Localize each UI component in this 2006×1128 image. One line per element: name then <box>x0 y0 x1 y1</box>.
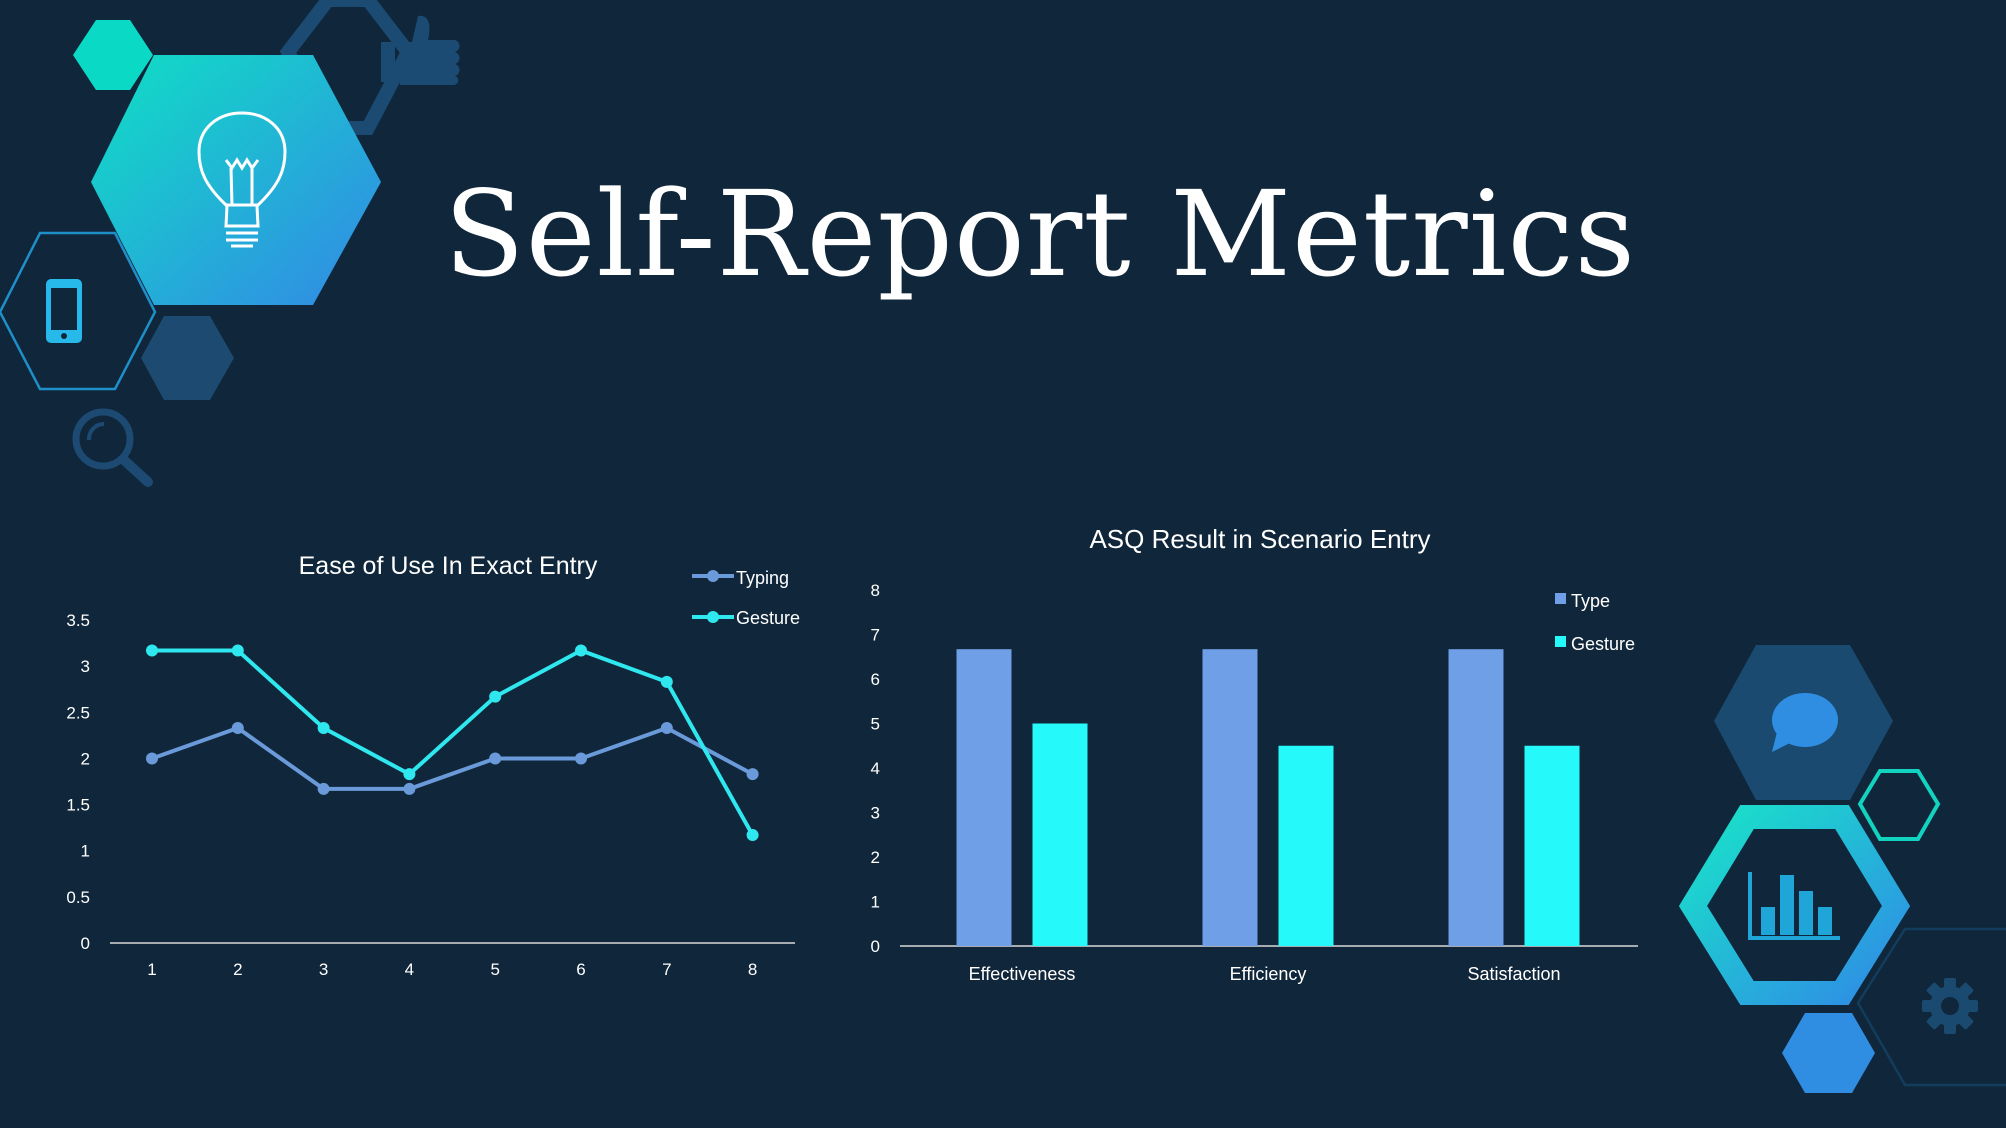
gear-icon <box>1922 978 1978 1034</box>
y-tick-label: 1.5 <box>66 796 90 815</box>
x-tick-label: 8 <box>748 960 757 979</box>
hex-small-teal <box>73 20 153 90</box>
y-tick-label: 3 <box>871 804 880 823</box>
data-point-gesture <box>146 644 158 657</box>
legend-label-typing: Typing <box>736 568 789 588</box>
x-tick-label: 6 <box>576 960 585 979</box>
x-tick-label: 1 <box>147 960 156 979</box>
data-point-gesture <box>317 722 330 735</box>
y-tick-label: 0.5 <box>66 888 90 907</box>
data-point-typing <box>403 782 416 795</box>
data-point-typing <box>146 752 158 765</box>
y-tick-label: 1 <box>81 842 90 861</box>
hex-small-blue <box>1782 1013 1875 1093</box>
data-point-gesture <box>489 690 502 703</box>
category-label: Effectiveness <box>969 964 1076 984</box>
category-labels: Effectiveness Efficiency Satisfaction <box>969 964 1561 984</box>
y-tick-label: 2 <box>871 848 880 867</box>
bar-gesture-effectiveness <box>1032 723 1088 946</box>
legend-marker-gesture <box>1555 636 1566 647</box>
data-point-gesture <box>575 644 587 657</box>
legend-label-gesture: Gesture <box>1571 634 1635 654</box>
series-line-typing <box>151 726 754 791</box>
data-point-gesture <box>660 675 673 688</box>
data-point-typing <box>317 782 330 795</box>
y-tick-label: 8 <box>871 581 880 600</box>
data-point-gesture <box>231 644 244 657</box>
bar-type-efficiency <box>1202 649 1258 946</box>
legend-marker-type <box>1555 593 1566 604</box>
bar-type-effectiveness <box>956 649 1012 946</box>
y-tick-label: 0 <box>871 937 880 956</box>
legend-dot-gesture <box>707 611 719 623</box>
bar-gesture-satisfaction <box>1524 745 1580 946</box>
x-tick-label: 7 <box>662 960 671 979</box>
legend: Type Gesture <box>1555 591 1635 654</box>
x-tick-labels: 1 2 3 4 5 6 7 8 <box>147 960 757 979</box>
data-point-typing <box>231 722 244 735</box>
chart-title: Ease of Use In Exact Entry <box>299 552 598 580</box>
thumbs-up-icon <box>381 15 460 85</box>
hex-outline-teal-small <box>1857 769 1941 841</box>
y-tick-label: 5 <box>871 715 880 734</box>
data-point-typing <box>489 752 502 765</box>
hex-outline-thin-right <box>1856 927 2006 1087</box>
hex-small-dark <box>141 316 234 400</box>
data-point-gesture <box>746 829 759 842</box>
y-tick-label: 2 <box>81 749 90 768</box>
hex-ring-gradient <box>1678 805 1911 1005</box>
y-tick-label: 1 <box>871 893 880 912</box>
chart-title: ASQ Result in Scenario Entry <box>1089 524 1430 554</box>
magnifier-icon <box>72 408 153 487</box>
hex-outline-thin <box>0 231 157 391</box>
decor-hex-group-top-left <box>0 0 417 400</box>
series-lines <box>146 644 759 842</box>
y-tick-label: 3.5 <box>66 611 90 630</box>
bar-type-satisfaction <box>1448 649 1504 946</box>
y-tick-labels: 0 1 2 3 4 5 6 7 8 <box>871 581 880 956</box>
legend: Typing Gesture <box>692 568 800 628</box>
y-tick-labels: 0 0.5 1 1.5 2 2.5 3 3.5 <box>66 611 90 953</box>
y-tick-label: 6 <box>871 670 880 689</box>
legend-label-gesture: Gesture <box>736 608 800 628</box>
x-tick-label: 4 <box>405 960 414 979</box>
chat-bubble-icon <box>1772 693 1838 752</box>
legend-label-type: Type <box>1571 591 1610 611</box>
smartphone-icon <box>46 279 82 343</box>
category-label: Satisfaction <box>1467 964 1560 984</box>
data-point-typing <box>746 768 759 781</box>
x-tick-label: 2 <box>233 960 242 979</box>
data-point-typing <box>660 722 673 735</box>
lightbulb-icon <box>197 111 287 248</box>
y-tick-label: 4 <box>871 759 880 778</box>
category-label: Efficiency <box>1230 964 1307 984</box>
x-tick-label: 5 <box>490 960 499 979</box>
series-line-gesture <box>152 648 755 837</box>
bar-chart-icon <box>1748 872 1840 940</box>
hex-outline-dark <box>279 0 417 135</box>
slide-title: Self-Report Metrics <box>443 165 1637 303</box>
legend-dot-typing <box>707 570 719 582</box>
x-tick-label: 3 <box>319 960 328 979</box>
data-point-gesture <box>403 768 416 781</box>
data-point-typing <box>575 752 587 765</box>
y-tick-label: 0 <box>81 934 90 953</box>
y-tick-label: 3 <box>81 657 90 676</box>
hex-big-gradient <box>91 55 381 305</box>
y-tick-label: 2.5 <box>66 703 90 722</box>
y-tick-label: 7 <box>871 626 880 645</box>
bars <box>956 649 1580 946</box>
bar-gesture-efficiency <box>1278 745 1334 946</box>
